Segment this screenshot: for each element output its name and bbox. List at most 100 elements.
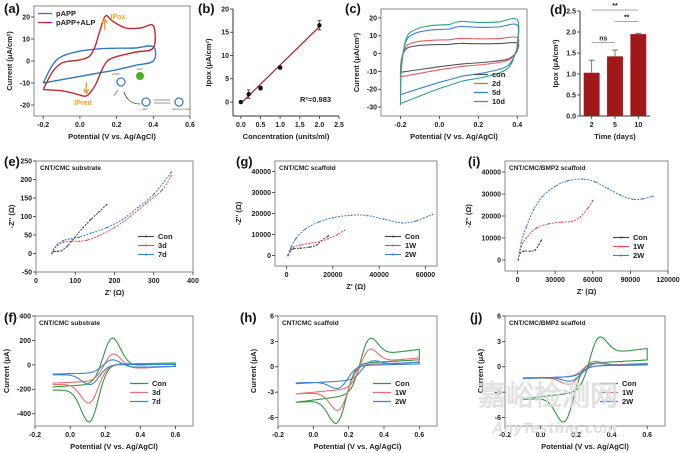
data-point (292, 247, 295, 250)
data-point (350, 214, 353, 216)
y-axis-label: Ipox (μA/cm²) (204, 38, 213, 86)
data-point (642, 198, 644, 200)
data-point (152, 193, 155, 196)
x-tick-label: 60000 (416, 272, 436, 279)
data-point (652, 195, 654, 197)
data-point (343, 229, 346, 232)
y-tick-label: 50 (24, 232, 32, 239)
inset-label: pAP (142, 107, 148, 111)
y-tick-label: 10 (221, 53, 229, 60)
y-tick-label: -3 (268, 390, 274, 397)
y-tick-label: 10 (22, 36, 30, 43)
data-point (62, 241, 65, 244)
y-tick-label: 0 (270, 364, 274, 371)
data-point (525, 226, 528, 228)
legend-label: 1W (633, 242, 645, 251)
panel-subtitle: CNT/CMC scaffold (282, 320, 339, 327)
x-axis-label: Potential (V vs. Ag/AgCl) (314, 442, 402, 451)
panel-b: (b) 0 5 10 15 20 0.0 0.5 1.0 1.5 2.0 2.5 Concentrati… (198, 1, 344, 141)
y-tick-label: 0 (28, 251, 32, 258)
data-point (60, 249, 63, 252)
y-axis-label: Current (μA/cm²) (352, 32, 361, 92)
data-point (50, 252, 53, 255)
data-point (304, 228, 306, 231)
data-point (431, 213, 434, 216)
legend-marker (620, 254, 622, 257)
x-tick-label: 20000 (323, 272, 343, 279)
x-tick-label: 90000 (621, 277, 641, 284)
y-tick-label: 20 (22, 14, 30, 21)
legend-label: 1W (405, 241, 417, 250)
y-tick-label: 2.5 (566, 8, 576, 15)
y-tick-label: 150 (20, 195, 32, 202)
cv-curve-10d (399, 17, 520, 106)
legend-marker (145, 253, 147, 256)
plot-frame (380, 8, 528, 117)
legend-label: Con (158, 232, 173, 241)
plot-frame (34, 315, 194, 427)
x-tick-label: 0 (285, 272, 289, 279)
panel-j: (j) -6 -3 0 3 6 -0.2 0.0 0.2 0.4 0.6 Potential (V v… (470, 310, 666, 451)
cv-curve-2d (399, 36, 520, 78)
panel-label: (c) (345, 1, 361, 16)
data-point (541, 195, 544, 197)
data-point (113, 226, 116, 229)
y-tick-label: 15 (221, 30, 229, 37)
legend-label: 5d (492, 88, 501, 97)
legend-label: Con (395, 379, 410, 388)
data-point (533, 208, 535, 211)
data-point (534, 249, 536, 251)
data-point (570, 220, 573, 223)
data-point (336, 233, 339, 236)
watermark-cn: 嘉峪检测网 (478, 379, 618, 412)
data-point (287, 254, 290, 257)
data-point (308, 246, 311, 248)
y-tick-label: 20000 (482, 213, 502, 220)
x-tick-label: 0.2 (112, 122, 122, 129)
y-tick-label: -3 (495, 390, 501, 397)
x-axis-label: Concentration (units/ml) (243, 132, 330, 141)
nyquist-curve-con (517, 239, 542, 261)
panel-label: (e) (4, 154, 20, 169)
data-point (525, 237, 528, 239)
panel-label: (d) (550, 2, 567, 17)
x-tick-label: 400 (187, 278, 199, 285)
nyquist-curve-2w (517, 178, 654, 261)
data-point (523, 250, 525, 252)
data-point (105, 226, 108, 229)
x-axis-label: Z' (Ω) (577, 287, 597, 296)
arrow-up-icon (101, 17, 108, 30)
x-tick-label: 0 (34, 278, 38, 285)
legend-marker (620, 245, 622, 248)
y-tick-label: 3 (270, 339, 274, 346)
data-point (86, 239, 88, 241)
nyquist-curve-1w (287, 229, 345, 256)
x-tick-label: 0.6 (642, 432, 652, 439)
data-point (170, 175, 173, 177)
legend-marker (392, 253, 394, 256)
legend-label: pAPP+ALP (56, 18, 95, 27)
data-point (579, 216, 582, 218)
y-tick-label: 100 (20, 214, 32, 221)
x-tick-label: 2 (590, 122, 594, 129)
legend-marker (620, 236, 622, 239)
legend-label: 2W (633, 251, 645, 260)
data-point (82, 226, 84, 229)
legend-label: 3d (152, 388, 161, 397)
data-point (540, 239, 543, 241)
legend-label: 1W (395, 388, 407, 397)
x-tick-label: 0.6 (185, 122, 195, 129)
data-point (292, 246, 295, 248)
x-tick-label: -0.2 (272, 432, 284, 439)
y-tick-label: -10 (20, 80, 30, 87)
y-tick-label: 0 (267, 253, 271, 260)
y-tick-label: 20 (221, 6, 229, 13)
phosphate-group (113, 89, 119, 97)
plot-frame (35, 160, 194, 273)
x-tick-label: 1.0 (275, 122, 285, 129)
y-tick-label: 5 (225, 76, 229, 83)
data-point (366, 214, 369, 217)
panel-subtitle: CNT/CMC/BMP2 scaffold (509, 165, 586, 172)
x-tick-label: 120000 (656, 277, 679, 284)
y-tick-label: 6 (497, 313, 501, 320)
